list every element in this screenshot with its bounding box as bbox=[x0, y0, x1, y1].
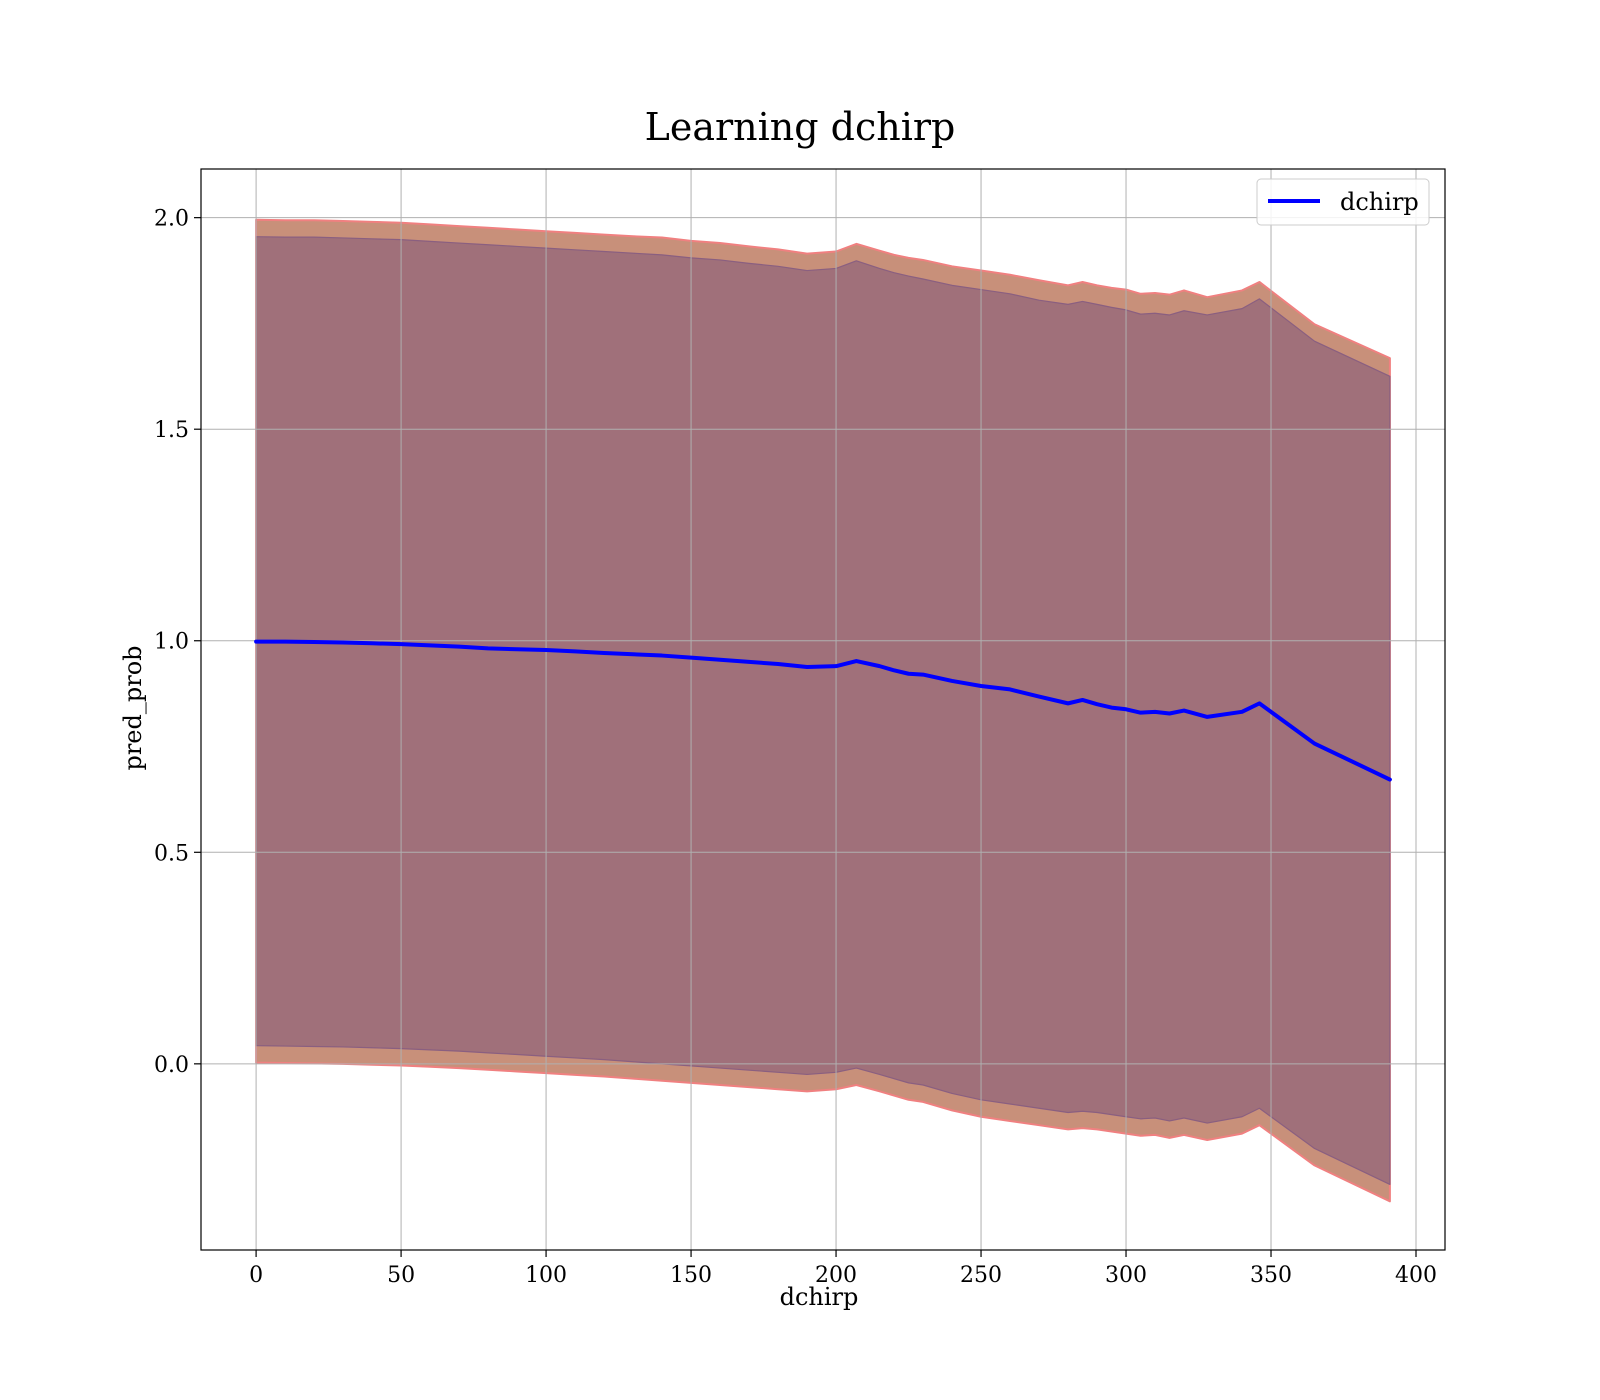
inner-confidence-band bbox=[255, 236, 1391, 1186]
series-line-dchirp bbox=[254, 639, 1392, 782]
x-tick-label: 400 bbox=[1395, 1263, 1437, 1288]
series-lines bbox=[254, 639, 1392, 782]
y-tick-label: 2.0 bbox=[154, 207, 189, 232]
x-tick-label: 150 bbox=[670, 1263, 712, 1288]
bands bbox=[255, 218, 1391, 1203]
x-tick-label: 0 bbox=[249, 1263, 263, 1288]
x-axis: 0 50 100 150 200 250 300 350 400 bbox=[249, 1250, 1437, 1288]
x-tick-label: 250 bbox=[960, 1263, 1002, 1288]
x-tick-label: 50 bbox=[387, 1263, 415, 1288]
x-tick-label: 300 bbox=[1105, 1263, 1147, 1288]
plot-area bbox=[200, 168, 1446, 1251]
y-axis: 0.0 0.5 1.0 1.5 2.0 bbox=[154, 207, 201, 1078]
legend-box bbox=[1256, 178, 1430, 226]
y-tick-label: 1.5 bbox=[154, 418, 189, 443]
y-tick-label: 0.5 bbox=[154, 841, 189, 866]
y-tick-label: 1.0 bbox=[154, 630, 189, 655]
x-axis-label: dchirp bbox=[780, 1283, 859, 1311]
plot-frame bbox=[200, 168, 1446, 1251]
chart-title: Learning dchirp bbox=[645, 105, 956, 149]
y-axis-label: pred_prob bbox=[119, 645, 147, 770]
x-tick-label: 100 bbox=[525, 1263, 567, 1288]
x-tick-label: 350 bbox=[1250, 1263, 1292, 1288]
legend: dchirp bbox=[1256, 178, 1430, 226]
x-tick-label: 200 bbox=[815, 1263, 857, 1288]
y-tick-label: 0.0 bbox=[154, 1053, 189, 1078]
legend-label: dchirp bbox=[1340, 188, 1419, 216]
